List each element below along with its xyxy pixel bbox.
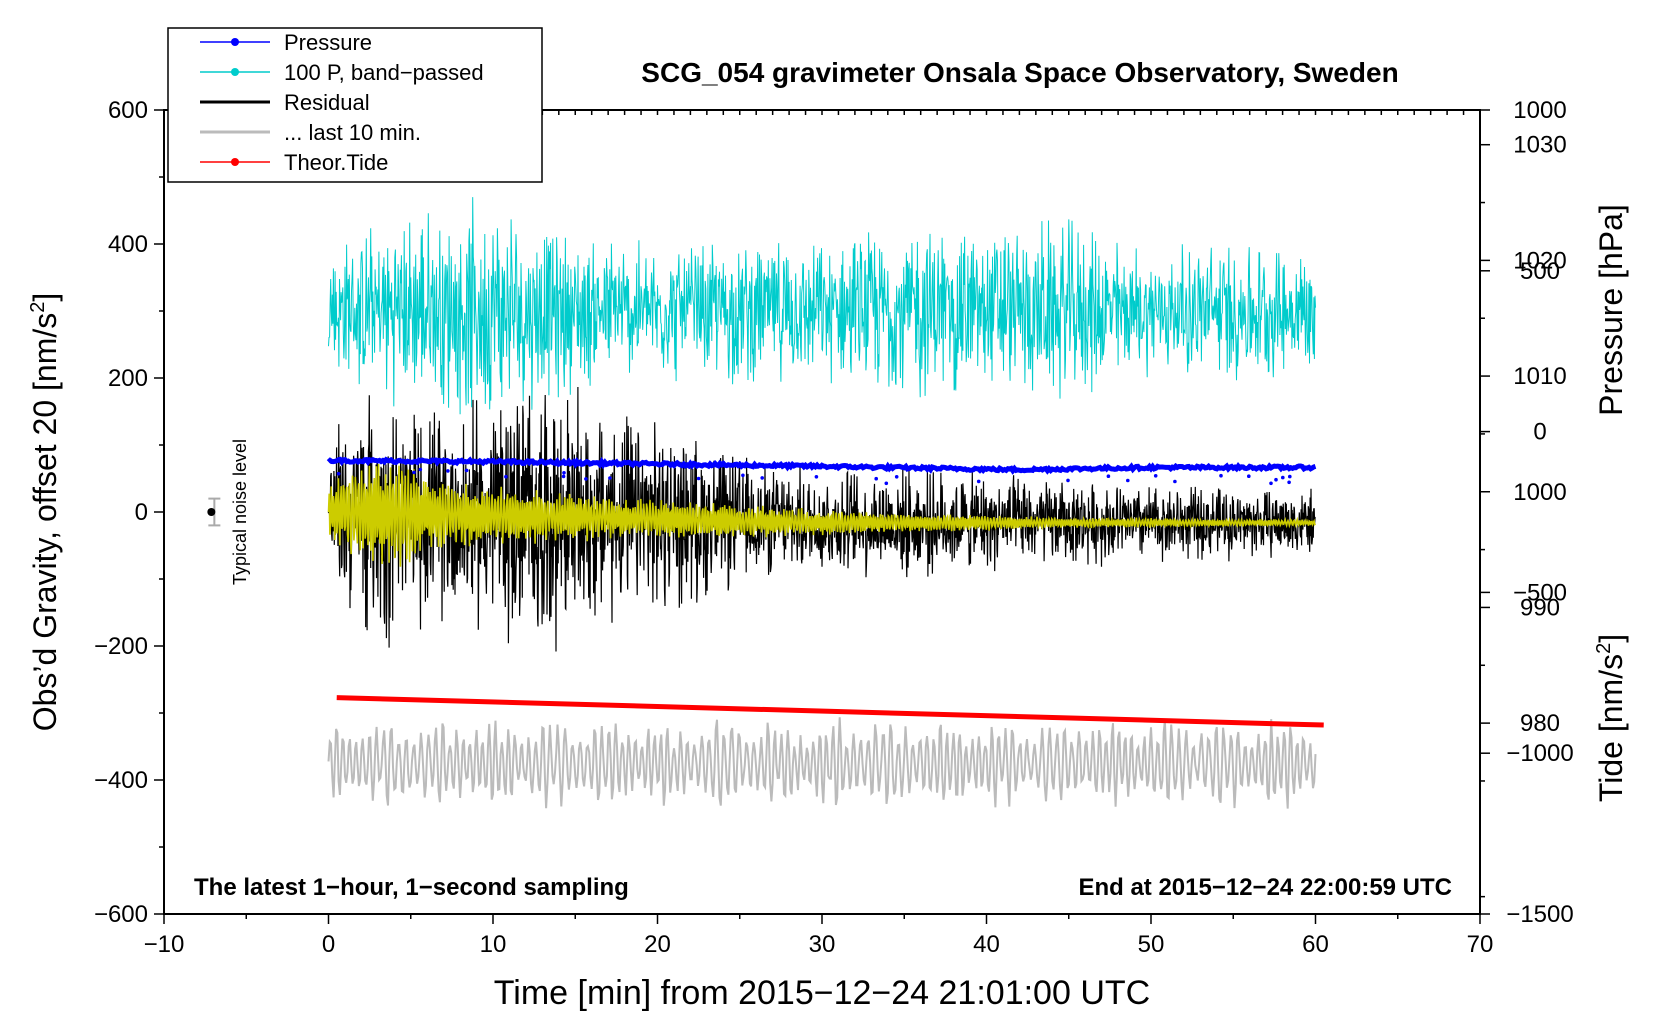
pressure-point — [418, 467, 423, 472]
legend-entry: 100 P, band−passed — [200, 60, 484, 85]
legend-label: ... last 10 min. — [284, 120, 421, 145]
x-tick-label: 60 — [1302, 931, 1329, 958]
pressure-tick-label: 1020 — [1513, 247, 1566, 274]
pressure-point — [608, 476, 612, 480]
noise-point — [207, 508, 216, 516]
x-tick-label: 30 — [809, 931, 836, 958]
y-label-gravity-close: ] — [27, 293, 63, 302]
legend: Pressure 100 P, band−passed Residual ... la… — [167, 27, 543, 183]
y-tick-label: −600 — [94, 901, 148, 928]
pressure-point — [1247, 474, 1251, 479]
legend-label: Theor.Tide — [284, 150, 388, 175]
annotation-sampling: The latest 1−hour, 1−second sampling — [194, 874, 629, 901]
pressure-point — [874, 476, 878, 481]
y-tick-label: 400 — [108, 231, 148, 258]
series-last-10-min — [327, 717, 1317, 809]
pressure-point — [741, 473, 745, 478]
noise-label: Typical noise level — [230, 439, 250, 585]
pressure-point — [412, 470, 416, 475]
pressure-tick-label: 1030 — [1513, 132, 1566, 159]
legend-entry: Pressure — [200, 30, 372, 55]
y-axis-label-gravity: Obs’d Gravity, offset 20 [nm/s2] — [27, 293, 63, 732]
pressure-point — [1269, 481, 1273, 486]
x-axis-label: Time [min] from 2015−12−24 21:01:00 UTC — [494, 974, 1150, 1012]
pressure-point — [1173, 479, 1177, 484]
legend-label: Pressure — [284, 30, 372, 55]
pressure-point — [1219, 473, 1223, 478]
legend-box — [167, 27, 543, 183]
pressure-point — [894, 475, 899, 479]
pressure-point — [1066, 478, 1070, 483]
y-tick-label: 200 — [108, 365, 148, 392]
pressure-point — [1281, 475, 1285, 480]
y-label-tide-sup: 2 — [1593, 643, 1615, 654]
tide-tick-label: −1500 — [1506, 901, 1573, 928]
legend-marker — [231, 158, 239, 166]
y-tick-label: 600 — [108, 97, 148, 124]
legend-entry: Theor.Tide — [200, 150, 388, 175]
y-tick-label: −200 — [94, 633, 148, 660]
pressure-point — [1288, 474, 1292, 479]
legend-marker — [231, 68, 239, 76]
legend-entries: Pressure 100 P, band−passed Residual ... la… — [200, 30, 484, 175]
pressure-point — [1274, 477, 1278, 482]
tide-tick-label: −500 — [1513, 579, 1567, 606]
tide-tick-label: 0 — [1533, 419, 1546, 446]
pressure-point — [446, 469, 450, 473]
x-tick-label: 50 — [1138, 931, 1165, 958]
y-label-tide-text: Tide [nm/s — [1593, 654, 1629, 802]
pressure-tick-label: 1000 — [1513, 479, 1566, 506]
y-tick-label: −400 — [94, 767, 148, 794]
y-label-tide-close: ] — [1593, 634, 1629, 643]
series-residual-lowpassed — [327, 463, 1317, 567]
series-theoretical-tide — [336, 695, 1324, 728]
pressure-tick-label: 990 — [1520, 594, 1560, 621]
series-layer — [326, 197, 1324, 809]
x-tick-label: 0 — [322, 931, 335, 958]
x-tick-label: 10 — [480, 931, 507, 958]
labels-layer: −10 0 10 20 30 40 50 60 706004002000−200−400−600… — [94, 97, 1574, 958]
series-residual — [327, 386, 1316, 652]
pressure-point — [1287, 480, 1291, 485]
x-tick-label: 20 — [644, 931, 671, 958]
noise-indicator: Typical noise level — [207, 439, 250, 585]
pressure-point — [584, 477, 588, 481]
pressure-tick-label: 1010 — [1513, 363, 1566, 390]
tide-tick-label: −1000 — [1506, 740, 1573, 767]
legend-entry: Residual — [200, 90, 370, 115]
pressure-point — [336, 471, 341, 476]
pressure-point — [976, 479, 981, 484]
series-band-passed-pressure — [328, 197, 1316, 415]
series-pressure — [326, 456, 1317, 475]
pressure-point — [760, 476, 764, 480]
x-tick-label: 40 — [973, 931, 1000, 958]
annotation-end-time: End at 2015−12−24 22:00:59 UTC — [1078, 874, 1452, 901]
legend-marker — [231, 38, 239, 46]
y-label-gravity-text: Obs’d Gravity, offset 20 [nm/s — [27, 313, 63, 732]
pressure-tick-label: 980 — [1520, 710, 1560, 737]
legend-entry: ... last 10 min. — [200, 120, 421, 145]
tide-tick-label: 500 — [1520, 258, 1560, 285]
y-axis-label-pressure: Pressure [hPa] — [1593, 204, 1629, 416]
pressure-point — [696, 476, 701, 481]
pressure-point — [814, 475, 819, 479]
legend-label: Residual — [284, 90, 370, 115]
pressure-point — [884, 481, 889, 486]
pressure-point — [504, 474, 508, 479]
pressure-point — [1106, 474, 1111, 479]
y-axis-label-tide: Tide [nm/s2] — [1593, 634, 1629, 802]
tide-tick-label: 1000 — [1513, 97, 1566, 124]
y-label-gravity-sup: 2 — [27, 302, 49, 313]
x-tick-label: 70 — [1467, 931, 1494, 958]
pressure-point — [464, 468, 469, 473]
y-tick-label: 0 — [135, 499, 148, 526]
chart-title: SCG_054 gravimeter Onsala Space Observat… — [641, 57, 1398, 88]
pressure-point — [562, 471, 566, 475]
x-tick-label: −10 — [144, 931, 185, 958]
legend-label: 100 P, band−passed — [284, 60, 484, 85]
pressure-point — [1153, 474, 1158, 478]
pressure-point — [561, 474, 566, 479]
pressure-point — [1126, 478, 1130, 483]
